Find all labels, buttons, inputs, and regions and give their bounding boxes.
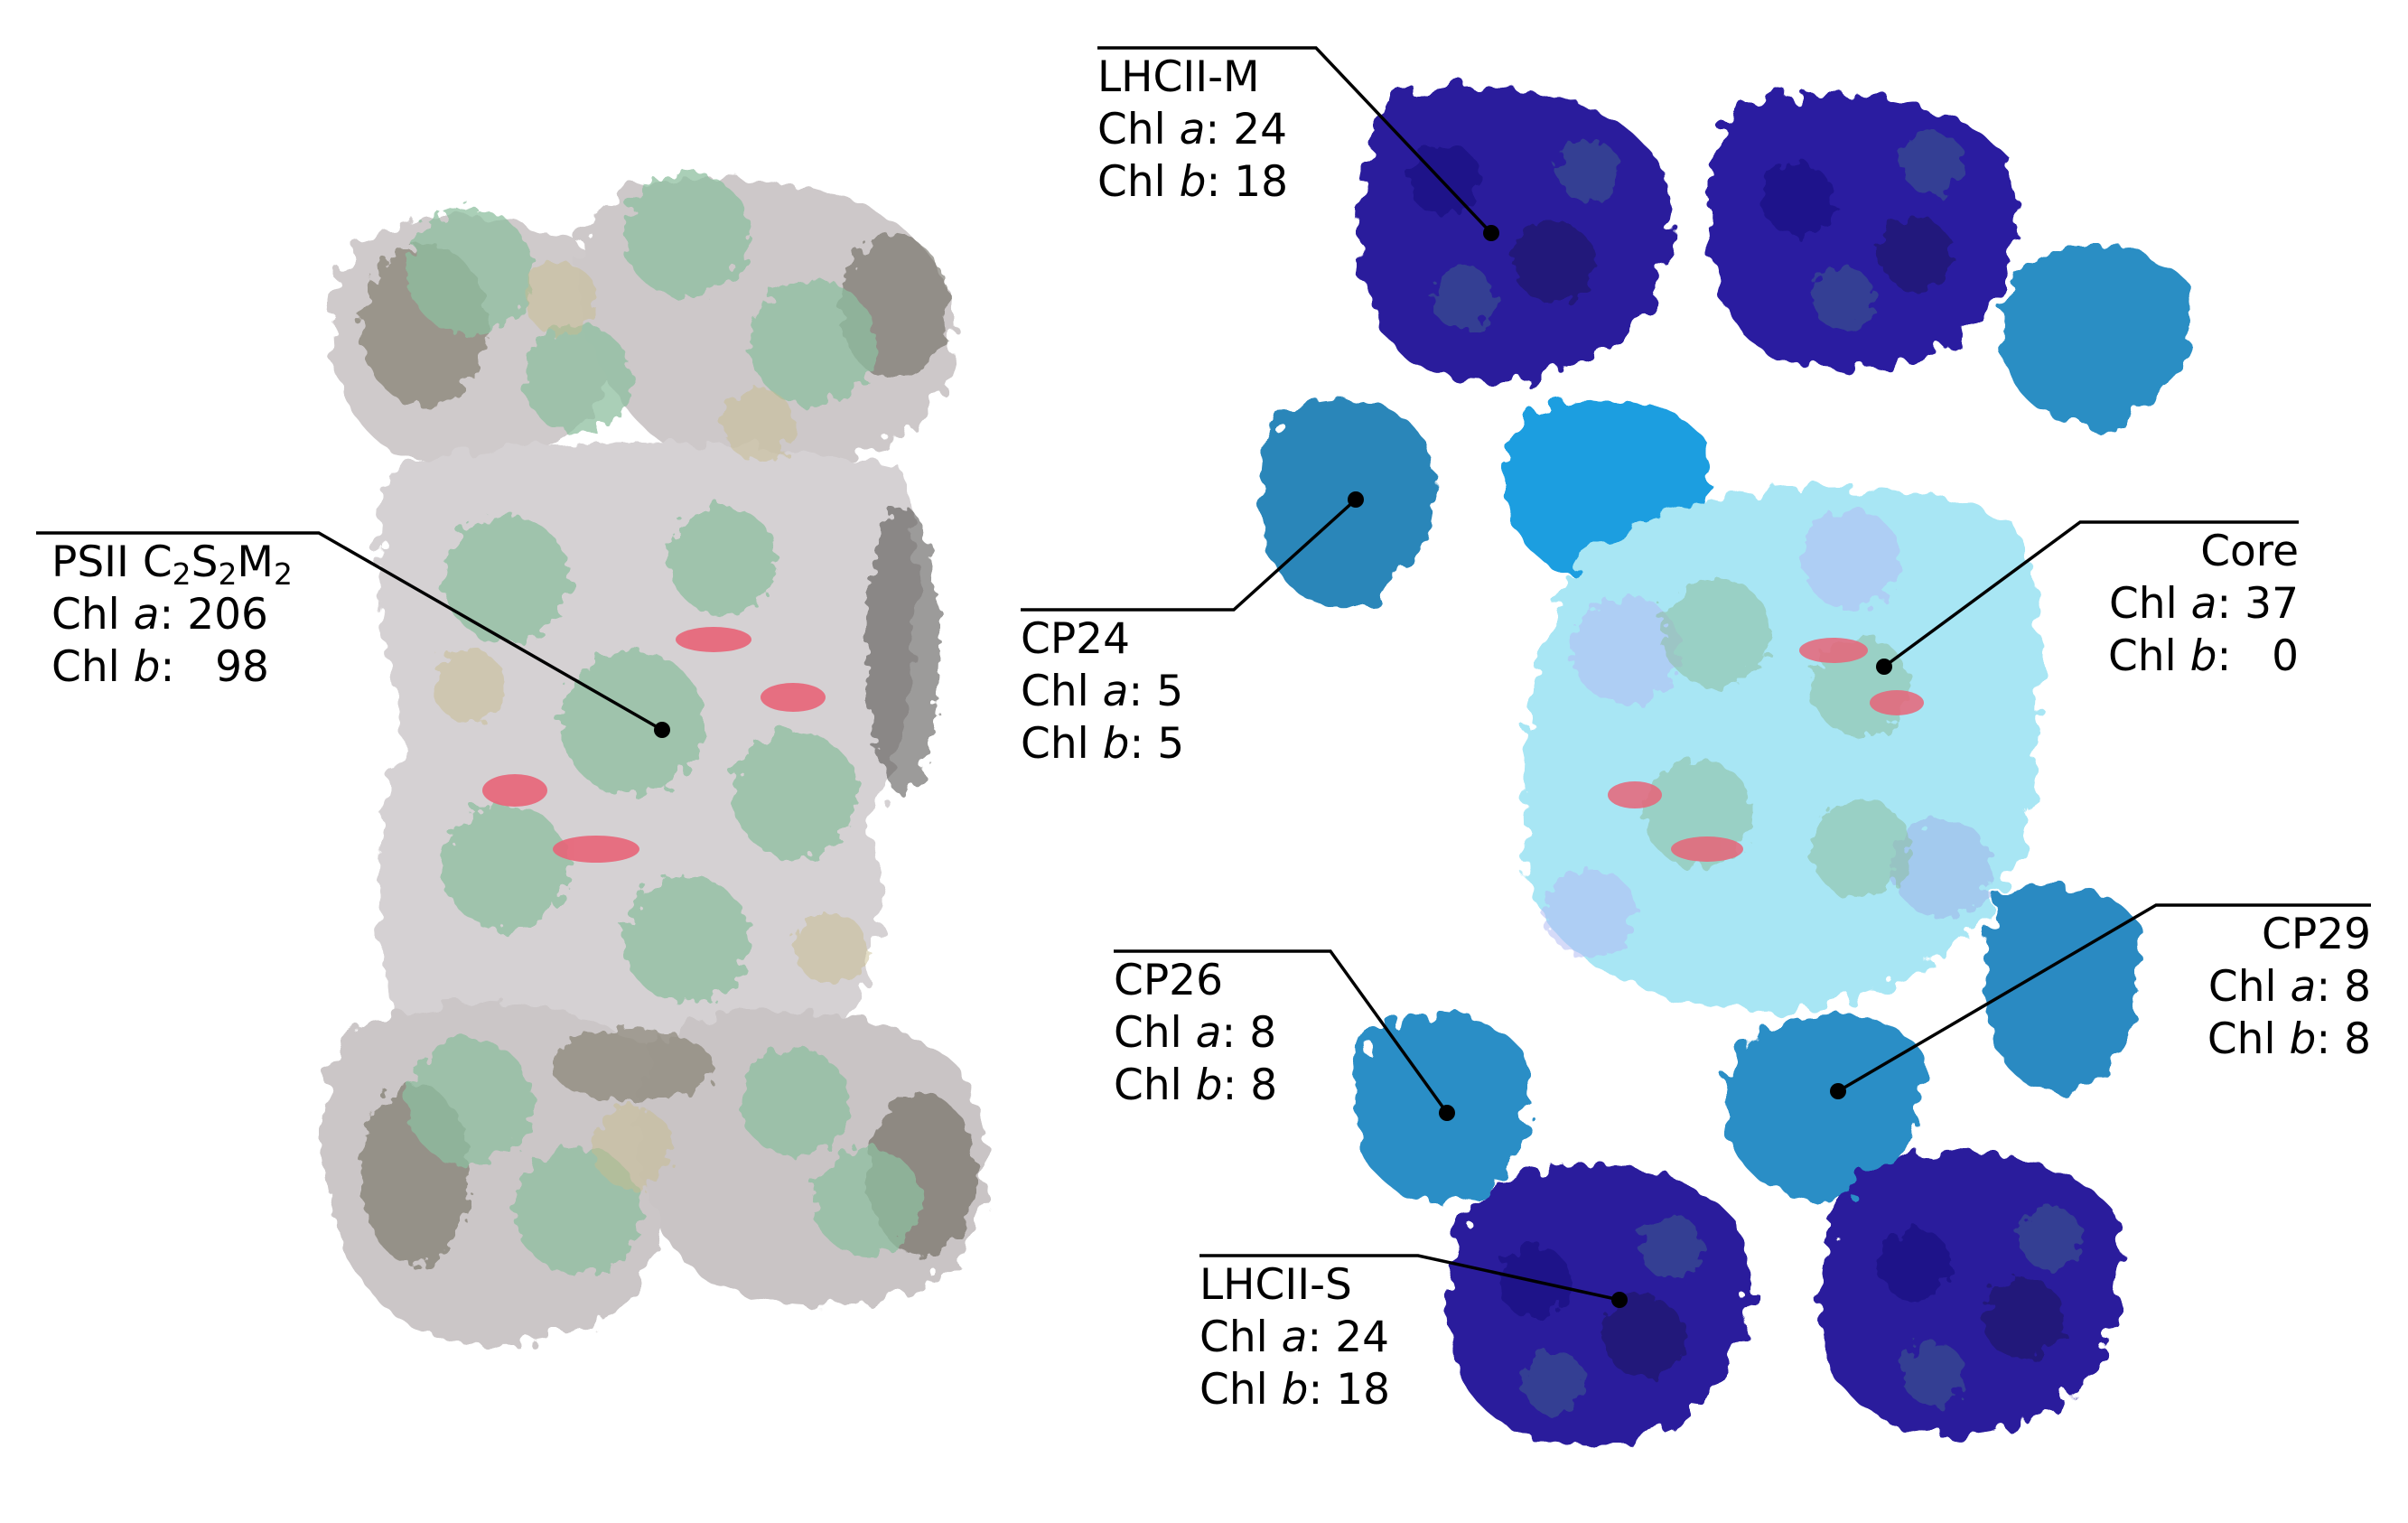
psii-reaction-center-pigments xyxy=(482,627,826,863)
cp24-monomer xyxy=(1260,400,1434,611)
lhcii-s-name: LHCII-S xyxy=(1199,1260,1352,1310)
cp26-chl-a: Chl a: 8 xyxy=(1114,1008,1277,1058)
psii-supercomplex xyxy=(322,172,987,1346)
lhcii-s-leader-dot xyxy=(1611,1292,1628,1308)
cp26-label: CP26 Chl a: 8 Chl b: 8 xyxy=(1114,955,1277,1112)
cp26-chl-b: Chl b: 8 xyxy=(1114,1060,1278,1110)
cp29-label: CP29 Chl a: 8 Chl b: 8 xyxy=(2105,909,2371,1066)
core-leader-line xyxy=(1882,520,2299,668)
cp29-monomer xyxy=(1725,1014,1926,1201)
cp29-chl-b: Chl b: 8 xyxy=(2207,1014,2371,1064)
lhcii-m-leader-dot xyxy=(1483,225,1499,241)
lhcii-s-trimer-2 xyxy=(1818,1153,2124,1437)
psii-chl-b: Chl b: 98 xyxy=(51,642,269,692)
cp26-name: CP26 xyxy=(1114,956,1223,1005)
core-leader-dot xyxy=(1876,659,1892,675)
lhcii-m-name: LHCII-M xyxy=(1097,52,1260,102)
lhcii-s-trimer-1 xyxy=(1447,1163,1750,1446)
minor-antenna-upper-right xyxy=(2002,246,2192,426)
cp26-leader-line xyxy=(1114,949,1449,1115)
lhcii-m-chl-b: Chl b: 18 xyxy=(1097,157,1289,207)
lhcii-m-leader-line xyxy=(1097,46,1493,235)
cp29-chl-a: Chl a: 8 xyxy=(2207,962,2371,1012)
psii-leader-line xyxy=(36,531,663,732)
lhcii-m-trimer-1 xyxy=(1358,83,1672,384)
core-chl-b: Chl b: 0 xyxy=(2107,631,2299,681)
lhcii-s-label: LHCII-S Chl a: 24 Chl b: 18 xyxy=(1199,1259,1390,1416)
psii-leader-dot xyxy=(654,722,670,738)
lhcii-s-leader-line xyxy=(1199,1254,1620,1302)
psii-name: PSII C2S2M2 xyxy=(51,537,293,593)
cp29-leader-line xyxy=(1837,903,2371,1093)
cp26-leader-dot xyxy=(1439,1105,1455,1121)
lhcii-m-chl-a: Chl a: 24 xyxy=(1097,105,1288,154)
cp24-chl-b: Chl b: 5 xyxy=(1021,719,1185,769)
psii-label: PSII C2S2M2 Chl a: 206 Chl b: 98 xyxy=(51,537,293,694)
lhcii-m-trimer-2 xyxy=(1708,94,2018,369)
lhcii-s-chl-a: Chl a: 24 xyxy=(1199,1313,1390,1362)
core-label: Core Chl a: 37 Chl b: 0 xyxy=(1987,526,2299,683)
cp29-leader-dot xyxy=(1830,1083,1846,1099)
psii-chl-a: Chl a: 206 xyxy=(51,590,268,640)
cp29-name: CP29 xyxy=(2262,910,2371,959)
cp29-upper-monomer xyxy=(1985,885,2143,1095)
cp24-leader-line xyxy=(1021,498,1358,612)
lhcii-s-chl-b: Chl b: 18 xyxy=(1199,1365,1391,1415)
cp24-chl-a: Chl a: 5 xyxy=(1021,667,1184,716)
leader-lines xyxy=(36,46,2371,1302)
core-complex xyxy=(1523,487,2043,1012)
cp24-leader-dot xyxy=(1348,491,1364,508)
lhcii-m-label: LHCII-M Chl a: 24 Chl b: 18 xyxy=(1097,51,1288,209)
cp24-label: CP24 Chl a: 5 Chl b: 5 xyxy=(1021,613,1184,771)
core-name: Core xyxy=(2200,527,2299,576)
core-chl-a: Chl a: 37 xyxy=(2108,579,2299,629)
cp24-name: CP24 xyxy=(1021,614,1130,664)
